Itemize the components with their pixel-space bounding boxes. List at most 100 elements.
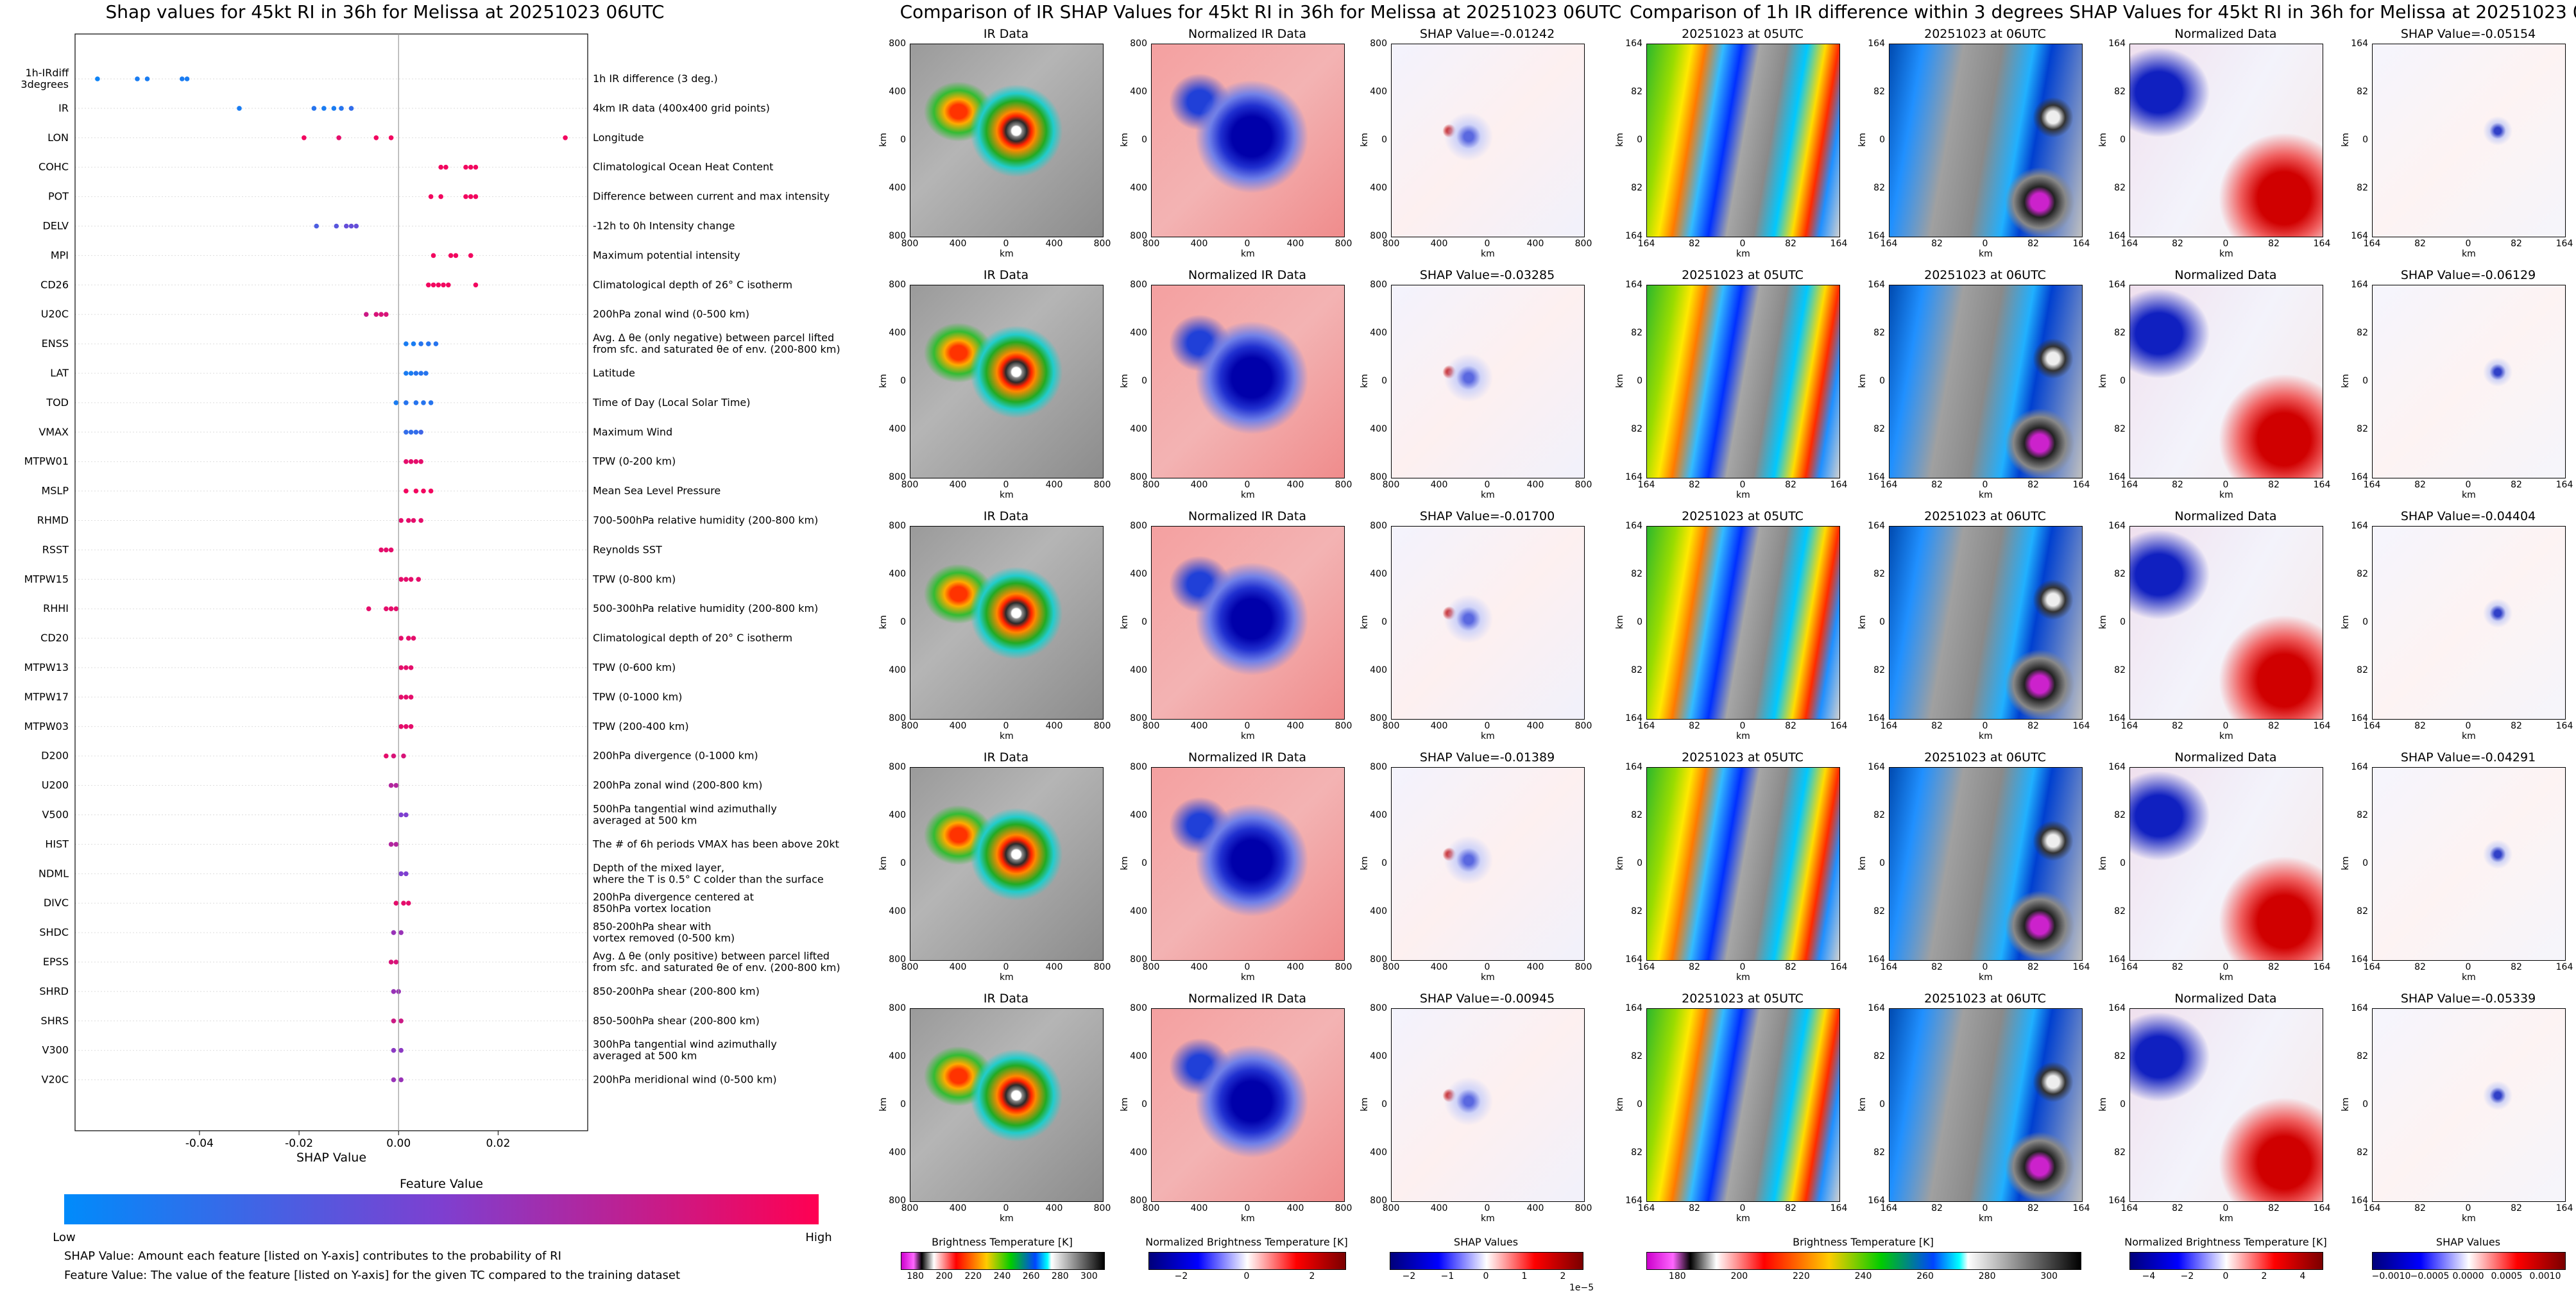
y-tick-label: 82 <box>1873 87 1885 97</box>
y-axis-label: km <box>1857 1097 1868 1111</box>
colorbar <box>1390 1252 1583 1270</box>
x-axis-label: km <box>2462 1213 2476 1224</box>
y-tick-label: 164 <box>1625 280 1642 290</box>
feature-label: VMAX <box>38 426 69 438</box>
y-axis-label: km <box>1614 133 1625 147</box>
y-tick-label: 800 <box>1370 472 1387 482</box>
x-tick-label: 400 <box>1045 721 1063 731</box>
shap-point <box>411 341 416 346</box>
y-tick-label: 400 <box>889 906 906 917</box>
shap-point <box>463 164 468 170</box>
colorbar-label: SHAP Values <box>2435 1236 2501 1248</box>
heatmap-panel <box>1646 526 1840 720</box>
y-tick-label: 400 <box>1130 906 1147 917</box>
panel-title: Normalized Data <box>2174 750 2277 765</box>
y-tick-label: 82 <box>1631 87 1642 97</box>
x-axis-label: km <box>1241 490 1255 500</box>
feature-label: SHDC <box>39 926 69 938</box>
x-tick-label: 82 <box>2172 1203 2183 1213</box>
x-axis-label: km <box>2462 731 2476 741</box>
shap-point <box>563 135 568 140</box>
shap-point <box>398 695 404 700</box>
x-axis-label: km <box>1481 972 1495 983</box>
x-tick-label: 400 <box>1526 239 1544 249</box>
y-tick-label: 164 <box>2351 762 2368 772</box>
x-axis-label: km <box>1481 490 1495 500</box>
x-tick-label: 0 <box>2222 721 2229 731</box>
shap-point <box>398 871 404 877</box>
shap-point <box>421 488 426 494</box>
shap-point <box>384 753 389 759</box>
shap-point <box>404 371 409 376</box>
x-tick-label: 82 <box>1689 480 1700 490</box>
feature-description: TPW (0-200 km) <box>592 455 676 468</box>
x-tick-label: 164 <box>2555 480 2573 490</box>
feature-description: 700-500hPa relative humidity (200-800 km… <box>593 514 818 527</box>
y-tick-label: 164 <box>1868 521 1885 531</box>
colorbar-tick-label: 180 <box>1668 1271 1686 1281</box>
shap-point <box>404 724 409 729</box>
shap-point <box>398 724 404 729</box>
y-axis-label: km <box>1614 615 1625 629</box>
shap-point <box>404 871 409 877</box>
x-tick-label: 0 <box>1484 962 1490 972</box>
y-tick-label: 800 <box>1370 38 1387 49</box>
x-tick-label: 82 <box>2414 1203 2426 1213</box>
x-tick-label: 82 <box>1689 962 1700 972</box>
x-axis-label: km <box>1736 249 1750 259</box>
feature-value-colorbar <box>64 1194 819 1224</box>
y-axis-label: km <box>1857 374 1868 388</box>
y-tick-label: 800 <box>1370 521 1387 531</box>
panel-title: 20251023 at 05UTC <box>1682 268 1804 282</box>
x-tick-label: 82 <box>2027 1203 2039 1213</box>
heatmap-panel <box>2372 526 2566 720</box>
feature-label: NDML <box>38 867 69 879</box>
shap-point <box>384 312 389 317</box>
shap-point <box>379 312 384 317</box>
y-tick-label: 82 <box>2357 424 2368 434</box>
x-tick-label: 0 <box>1244 239 1250 249</box>
feature-label: RHMD <box>37 514 69 527</box>
panel-title: Normalized Data <box>2174 268 2277 282</box>
x-tick-label: 0 <box>2222 1203 2229 1213</box>
colorbar-tick-label: −2 <box>1174 1271 1188 1281</box>
x-tick-label: 800 <box>1093 721 1111 731</box>
y-axis-label: km <box>1359 1097 1370 1111</box>
shap-point <box>314 223 320 229</box>
feature-label: MTPW13 <box>24 661 69 673</box>
shap-point <box>398 1018 404 1024</box>
y-tick-label: 400 <box>1370 87 1387 97</box>
y-tick-label: 400 <box>1370 328 1387 338</box>
y-tick-label: 400 <box>1370 1147 1387 1158</box>
x-tick-label: 400 <box>1430 239 1448 249</box>
y-tick-label: 800 <box>1370 231 1387 241</box>
colorbar-tick-label: −4 <box>2142 1271 2156 1281</box>
x-tick-label: 0 <box>1739 962 1746 972</box>
shap-point <box>408 430 414 435</box>
shap-point <box>379 547 384 553</box>
shap-point <box>438 164 443 170</box>
colorbar-tick-label: 280 <box>1978 1271 1996 1281</box>
feature-description: Longitude <box>593 131 644 144</box>
x-tick-label: 82 <box>2268 962 2280 972</box>
y-tick-label: 164 <box>2351 231 2368 241</box>
x-tick-label: 0 <box>1244 721 1250 731</box>
y-tick-label: 0 <box>1879 617 1885 627</box>
x-tick-label: 800 <box>1335 721 1352 731</box>
colorbar <box>2129 1252 2323 1270</box>
x-tick-label: 0 <box>2465 962 2471 972</box>
x-axis-label: km <box>1979 731 1993 741</box>
x-tick-label: 164 <box>2313 721 2331 731</box>
y-tick-label: 0 <box>900 617 906 627</box>
y-tick-label: 164 <box>1868 954 1885 965</box>
x-tick-label: 164 <box>2555 721 2573 731</box>
feature-label: SHRS <box>41 1015 69 1027</box>
feature-description: TPW (0-800 km) <box>592 573 676 585</box>
y-tick-label: 164 <box>2351 1196 2368 1206</box>
y-tick-label: 82 <box>1631 810 1642 820</box>
heatmap-panel <box>1391 767 1585 961</box>
y-tick-label: 82 <box>2114 810 2126 820</box>
x-tick-label: 400 <box>1430 1203 1448 1213</box>
y-tick-label: 82 <box>2357 665 2368 675</box>
panel-title: Normalized IR Data <box>1188 992 1306 1006</box>
